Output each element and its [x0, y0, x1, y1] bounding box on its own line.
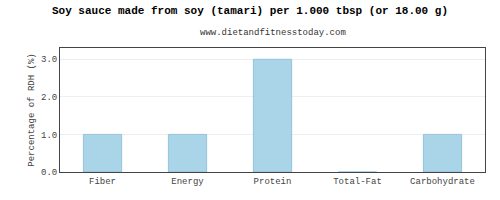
svg-text:1.0: 1.0 — [41, 131, 57, 141]
svg-text:Total-Fat: Total-Fat — [333, 177, 382, 187]
svg-text:Soy sauce made from soy (tamar: Soy sauce made from soy (tamari) per 1.0… — [52, 5, 448, 17]
svg-text:0.0: 0.0 — [41, 168, 57, 178]
svg-text:2.0: 2.0 — [41, 93, 57, 103]
svg-text:Fiber: Fiber — [89, 177, 116, 187]
svg-text:Protein: Protein — [254, 177, 292, 187]
svg-text:3.0: 3.0 — [41, 55, 57, 65]
svg-text:Percentage of RDH (%): Percentage of RDH (%) — [27, 53, 37, 166]
svg-text:www.dietandfitnesstoday.com: www.dietandfitnesstoday.com — [200, 28, 346, 38]
svg-text:Energy: Energy — [171, 177, 204, 187]
svg-text:Carbohydrate: Carbohydrate — [410, 177, 475, 187]
